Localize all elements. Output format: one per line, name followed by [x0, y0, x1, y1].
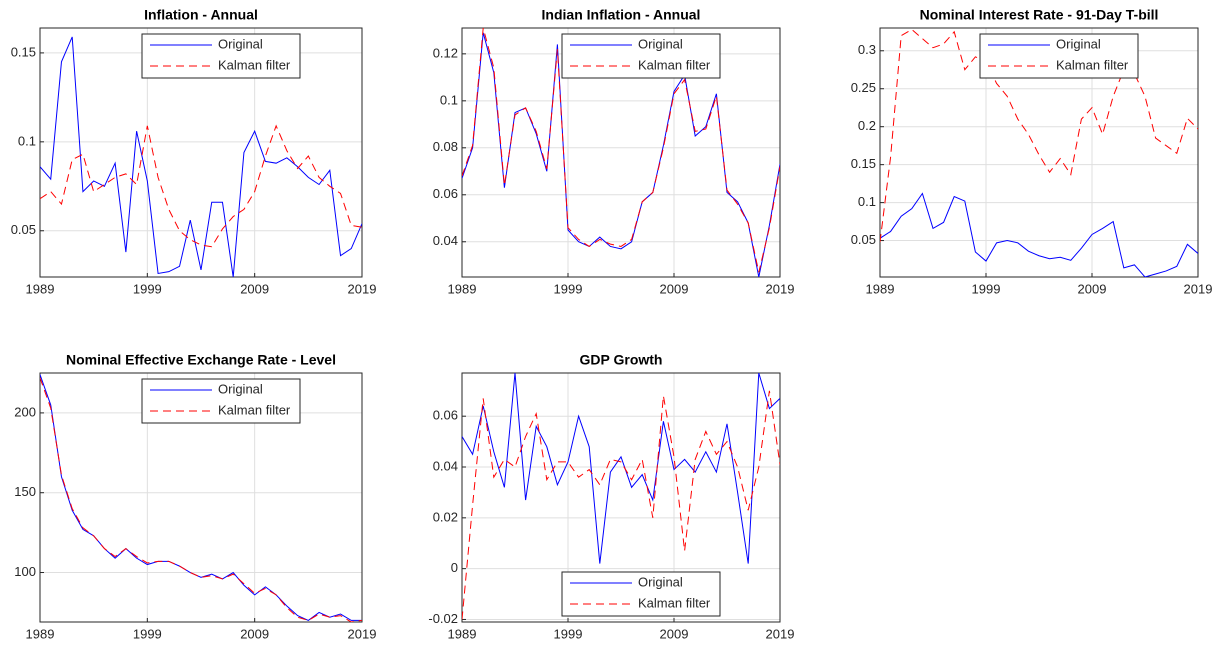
legend-label: Kalman filter [1056, 57, 1129, 72]
series-line [40, 377, 362, 622]
legend-label: Original [218, 381, 263, 396]
x-tick-label: 2019 [766, 626, 795, 641]
x-tick-label: 1989 [26, 626, 55, 641]
legend: Original Kalman filter [141, 378, 301, 424]
chart-title: Nominal Effective Exchange Rate - Level [66, 352, 336, 368]
y-tick-label: 0.12 [433, 45, 458, 60]
axes-box [39, 27, 363, 278]
subplot: 0.05 0.1 0.15 0.2 0.25 0.3 1989 1999 2009 2019 Nom… [851, 7, 1213, 297]
chart-title: Nominal Interest Rate - 91-Day T-bill [920, 7, 1159, 23]
legend-label: Original [638, 36, 683, 51]
series-line [880, 28, 1198, 243]
x-tick-label: 2009 [240, 281, 269, 296]
subplot: 100 150 200 1989 1999 2009 2019 Nominal Effecti… [14, 352, 376, 642]
series-line [462, 32, 780, 277]
x-tick-label: 2019 [1184, 281, 1213, 296]
legend-box [141, 378, 301, 424]
y-tick-label: 0.02 [433, 509, 458, 524]
legend-label: Original [638, 574, 683, 589]
legend-label: Original [1056, 36, 1101, 51]
y-tick-label: 0.04 [433, 458, 458, 473]
axes-box [879, 27, 1199, 278]
y-tick-label: 200 [14, 404, 36, 419]
chart-title: GDP Growth [580, 352, 663, 368]
chart-title: Indian Inflation - Annual [542, 7, 701, 23]
legend: Original Kalman filter [561, 33, 721, 79]
y-tick-label: 0.08 [433, 139, 458, 154]
legend-label: Kalman filter [218, 402, 291, 417]
y-tick-label: 150 [14, 484, 36, 499]
axes-box [39, 372, 363, 623]
y-tick-label: 0.25 [851, 80, 876, 95]
legend: Original Kalman filter [979, 33, 1139, 79]
axes-box [461, 27, 781, 278]
y-tick-label: 0.1 [18, 133, 36, 148]
subplot: -0.02 0 0.02 0.04 0.06 1989 1999 2009 2019 GDP Gr… [428, 352, 794, 642]
y-tick-label: 0.15 [11, 44, 36, 59]
y-tick-label: 0.06 [433, 186, 458, 201]
x-tick-label: 1989 [448, 626, 477, 641]
x-tick-label: 2019 [348, 626, 377, 641]
legend: Original Kalman filter [141, 33, 301, 79]
x-tick-label: 1999 [554, 626, 583, 641]
series-line [462, 373, 780, 564]
y-tick-label: 0.15 [851, 156, 876, 171]
x-tick-label: 1989 [26, 281, 55, 296]
x-tick-label: 1989 [448, 281, 477, 296]
y-tick-label: 0.1 [440, 92, 458, 107]
legend-box [561, 33, 721, 79]
legend-label: Kalman filter [218, 57, 291, 72]
subplot: 0.05 0.1 0.15 1989 1999 2009 2019 Inflation - A… [11, 7, 377, 297]
x-tick-label: 2009 [240, 626, 269, 641]
legend-box [141, 33, 301, 79]
x-tick-label: 1999 [133, 626, 162, 641]
subplot: 0.04 0.06 0.08 0.1 0.12 1989 1999 2009 2019 India… [433, 7, 795, 297]
x-tick-label: 1989 [866, 281, 895, 296]
y-tick-label: 0 [451, 560, 458, 575]
series-line [462, 28, 780, 273]
y-tick-label: 0.04 [433, 233, 458, 248]
legend: Original Kalman filter [561, 571, 721, 617]
x-tick-label: 2019 [766, 281, 795, 296]
legend-label: Original [218, 36, 263, 51]
x-tick-label: 1999 [554, 281, 583, 296]
chart-title: Inflation - Annual [144, 7, 258, 23]
legend-box [979, 33, 1139, 79]
y-tick-label: 0.05 [11, 222, 36, 237]
series-line [462, 390, 780, 620]
series-line [880, 192, 1198, 277]
y-tick-label: -0.02 [428, 611, 458, 626]
x-tick-label: 2009 [660, 281, 689, 296]
legend-label: Kalman filter [638, 595, 711, 610]
x-tick-label: 1999 [972, 281, 1001, 296]
y-tick-label: 100 [14, 564, 36, 579]
axes-box [461, 372, 781, 623]
x-tick-label: 2009 [660, 626, 689, 641]
y-tick-label: 0.3 [858, 42, 876, 57]
x-tick-label: 1999 [133, 281, 162, 296]
series-line [40, 36, 362, 277]
y-tick-label: 0.2 [858, 118, 876, 133]
x-tick-label: 2009 [1078, 281, 1107, 296]
legend-label: Kalman filter [638, 57, 711, 72]
y-tick-label: 0.05 [851, 232, 876, 247]
series-line [40, 124, 362, 248]
legend-box [561, 571, 721, 617]
y-tick-label: 0.1 [858, 194, 876, 209]
x-tick-label: 2019 [348, 281, 377, 296]
y-tick-label: 0.06 [433, 408, 458, 423]
